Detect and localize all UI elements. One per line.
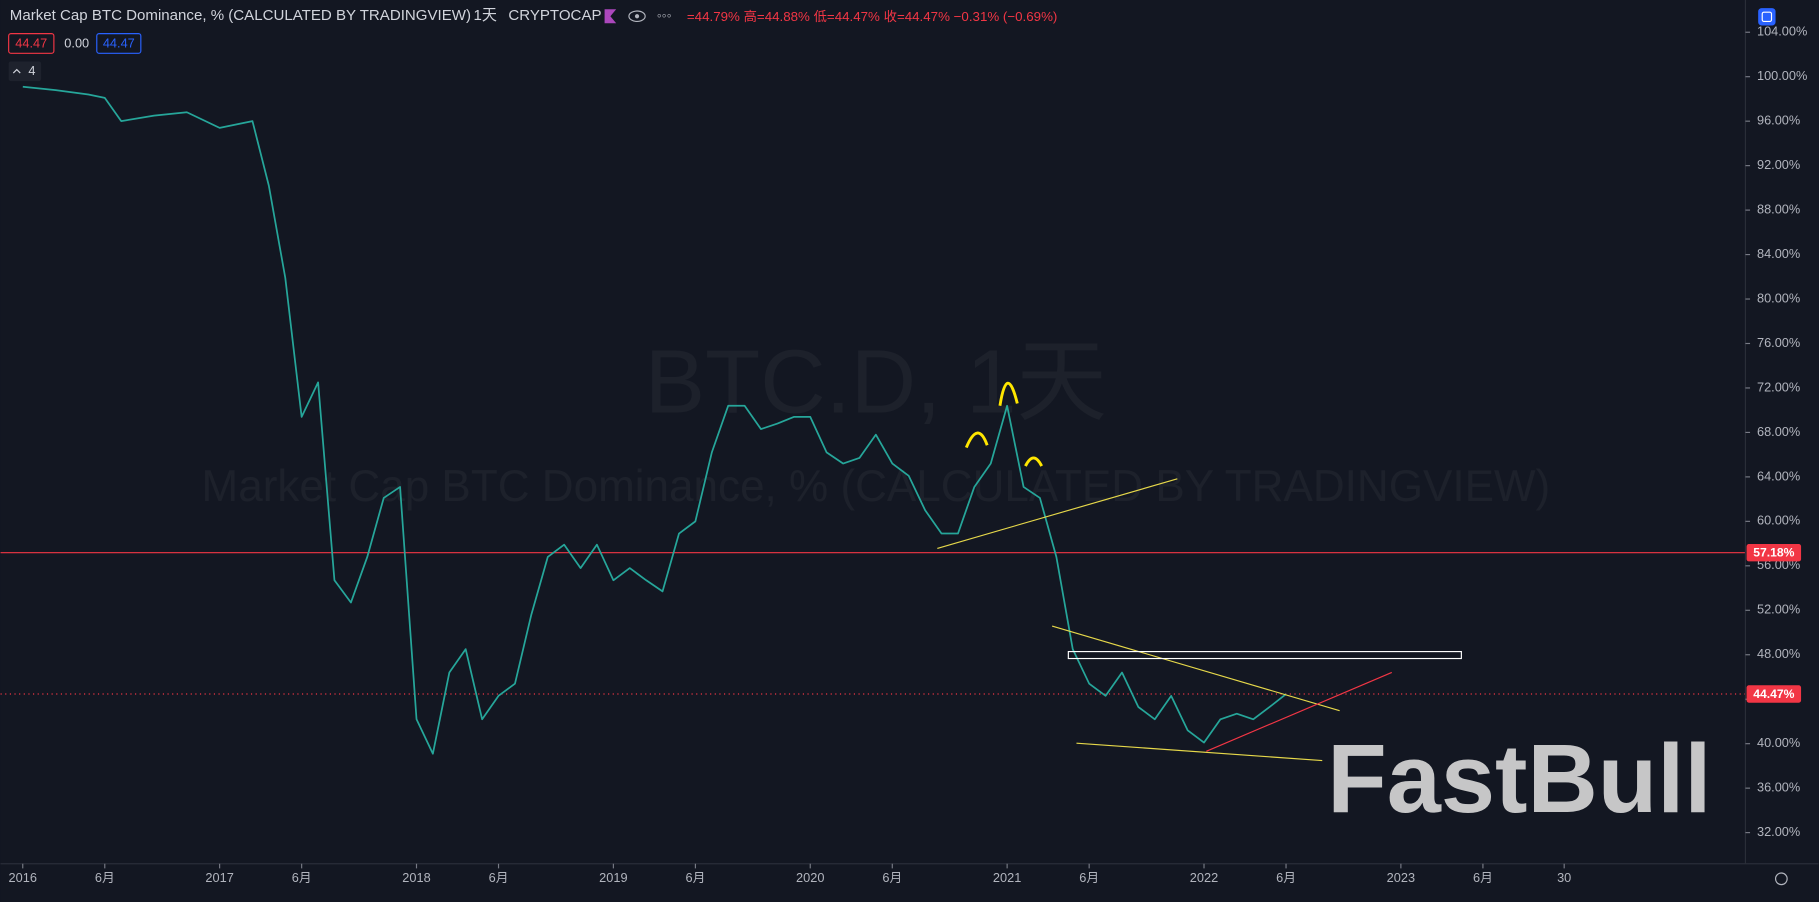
trend-line[interactable] [1051, 625, 1340, 712]
watermark: BTC.D, 1天 Market Cap BTC Dominance, % (C… [202, 331, 1551, 511]
time-axis [0, 863, 1819, 902]
settings-button[interactable] [1758, 8, 1776, 26]
y-tick-label: 64.00% [1757, 468, 1800, 483]
indicator-box [96, 33, 142, 54]
flag-icon[interactable] [604, 9, 617, 24]
highlight-arc[interactable] [1024, 456, 1043, 467]
price-label: 44.47% [1753, 687, 1794, 701]
x-tick-label: 2016 [9, 870, 37, 885]
y-tick-label: 92.00% [1757, 157, 1800, 172]
x-tick-label: 30 [1557, 870, 1571, 885]
collapse-button[interactable] [8, 61, 42, 82]
price-axis [1745, 0, 1819, 902]
x-tick-label: 6月 [882, 870, 902, 885]
drawings [937, 381, 1462, 762]
brand-watermark: FastBull [1327, 724, 1711, 833]
indicator-box [8, 33, 55, 54]
x-tick-label: 6月 [1276, 870, 1296, 885]
plot-area [0, 85, 1746, 755]
x-tick-label: 2020 [796, 870, 824, 885]
x-tick-label: 2017 [205, 870, 233, 885]
indicator-value: 44.47 [103, 35, 135, 50]
x-tick-label: 2019 [599, 870, 627, 885]
y-tick-label: 68.00% [1757, 424, 1800, 439]
x-tick-label: 2022 [1190, 870, 1218, 885]
exchange: CRYPTOCAP [508, 7, 601, 24]
y-tick-label: 36.00% [1757, 780, 1800, 795]
y-tick-label: 40.00% [1757, 735, 1800, 750]
y-tick-label: 48.00% [1757, 646, 1800, 661]
x-tick-label: 2021 [993, 870, 1021, 885]
x-tick-label: 6月 [292, 870, 312, 885]
axes: 32.00%36.00%40.00%44.00%48.00%52.00%56.0… [9, 24, 1808, 886]
eye-icon[interactable] [628, 10, 646, 23]
y-tick-label: 96.00% [1757, 113, 1800, 128]
price-label-box [1746, 544, 1802, 562]
watermark-name: Market Cap BTC Dominance, % (CALCULATED … [202, 462, 1551, 511]
x-tick-label: 6月 [95, 870, 115, 885]
y-tick-label: 84.00% [1757, 246, 1800, 261]
settings-icon [1761, 11, 1773, 23]
trend-line[interactable] [1206, 671, 1393, 752]
x-tick-label: 6月 [1079, 870, 1099, 885]
badge-count: 4 [28, 63, 35, 78]
y-tick-label: 104.00% [1757, 24, 1807, 39]
chevron-icon [12, 68, 21, 74]
x-tick-label: 6月 [1473, 870, 1493, 885]
x-tick-label: 6月 [685, 870, 705, 885]
trend-line[interactable] [937, 478, 1178, 549]
x-tick-label: 2018 [402, 870, 430, 885]
indicator-value: 0.00 [64, 35, 89, 50]
indicator-value: 44.47 [15, 35, 47, 50]
more-icon[interactable]: ◦◦◦ [657, 7, 672, 23]
legend-header: Market Cap BTC Dominance, % (CALCULATED … [8, 7, 1788, 886]
gear-icon[interactable] [1774, 872, 1788, 886]
watermark-symbol: BTC.D, 1天 [645, 331, 1107, 432]
y-tick-label: 80.00% [1757, 290, 1800, 305]
highlight-arc[interactable] [964, 431, 989, 449]
x-tick-label: 6月 [489, 870, 509, 885]
x-tick-label: 2023 [1387, 870, 1415, 885]
y-tick-label: 72.00% [1757, 379, 1800, 394]
symbol-title: Market Cap BTC Dominance, % (CALCULATED … [10, 7, 471, 24]
y-tick-label: 100.00% [1757, 68, 1807, 83]
y-tick-label: 88.00% [1757, 201, 1800, 216]
interval[interactable]: 1天 [474, 7, 497, 24]
price-line-series [22, 85, 1287, 755]
highlight-arc[interactable] [998, 381, 1019, 407]
trend-line[interactable] [1076, 742, 1323, 762]
y-tick-label: 76.00% [1757, 335, 1800, 350]
rectangle-zone[interactable] [1067, 650, 1462, 660]
y-tick-label: 52.00% [1757, 602, 1800, 617]
ohlc: =44.79% 高=44.88% 低=44.47% 收=44.47% −0.31… [687, 8, 1057, 24]
y-tick-label: 60.00% [1757, 513, 1800, 528]
price-label-box [1746, 685, 1802, 703]
price-label: 57.18% [1753, 546, 1794, 560]
eye-icon-pupil [634, 14, 640, 19]
y-tick-label: 32.00% [1757, 824, 1800, 839]
